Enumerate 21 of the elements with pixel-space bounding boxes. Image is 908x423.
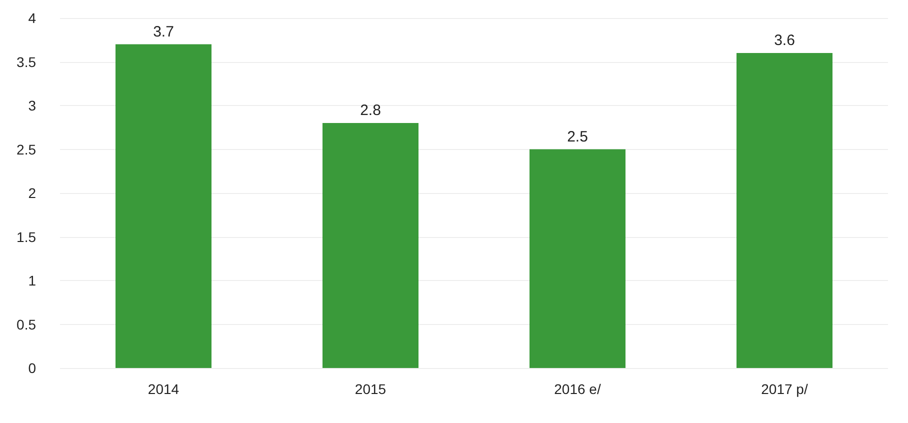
data-label: 3.7 [153,23,174,40]
x-tick-label: 2014 [148,381,180,397]
x-tick-label: 2015 [354,381,386,397]
y-tick-label: 4 [28,10,36,26]
data-label: 2.8 [360,102,381,119]
data-label: 2.5 [567,128,588,146]
y-tick-label: 0.5 [16,316,36,332]
x-tick-label: 2016 e/ [554,381,601,397]
y-tick-label: 2.5 [16,141,36,158]
x-tick-label: 2017 p/ [761,381,808,397]
y-tick-label: 1 [28,272,36,288]
y-tick-label: 3.5 [16,54,36,70]
y-tick-label: 1.5 [16,228,36,245]
y-tick-label: 2 [28,185,36,201]
bar [322,123,418,368]
y-tick-label: 3 [28,98,36,114]
y-tick-label: 0 [28,360,36,376]
bar [116,44,212,368]
data-label: 3.6 [774,32,795,49]
bar [530,149,626,368]
bar [736,53,832,368]
